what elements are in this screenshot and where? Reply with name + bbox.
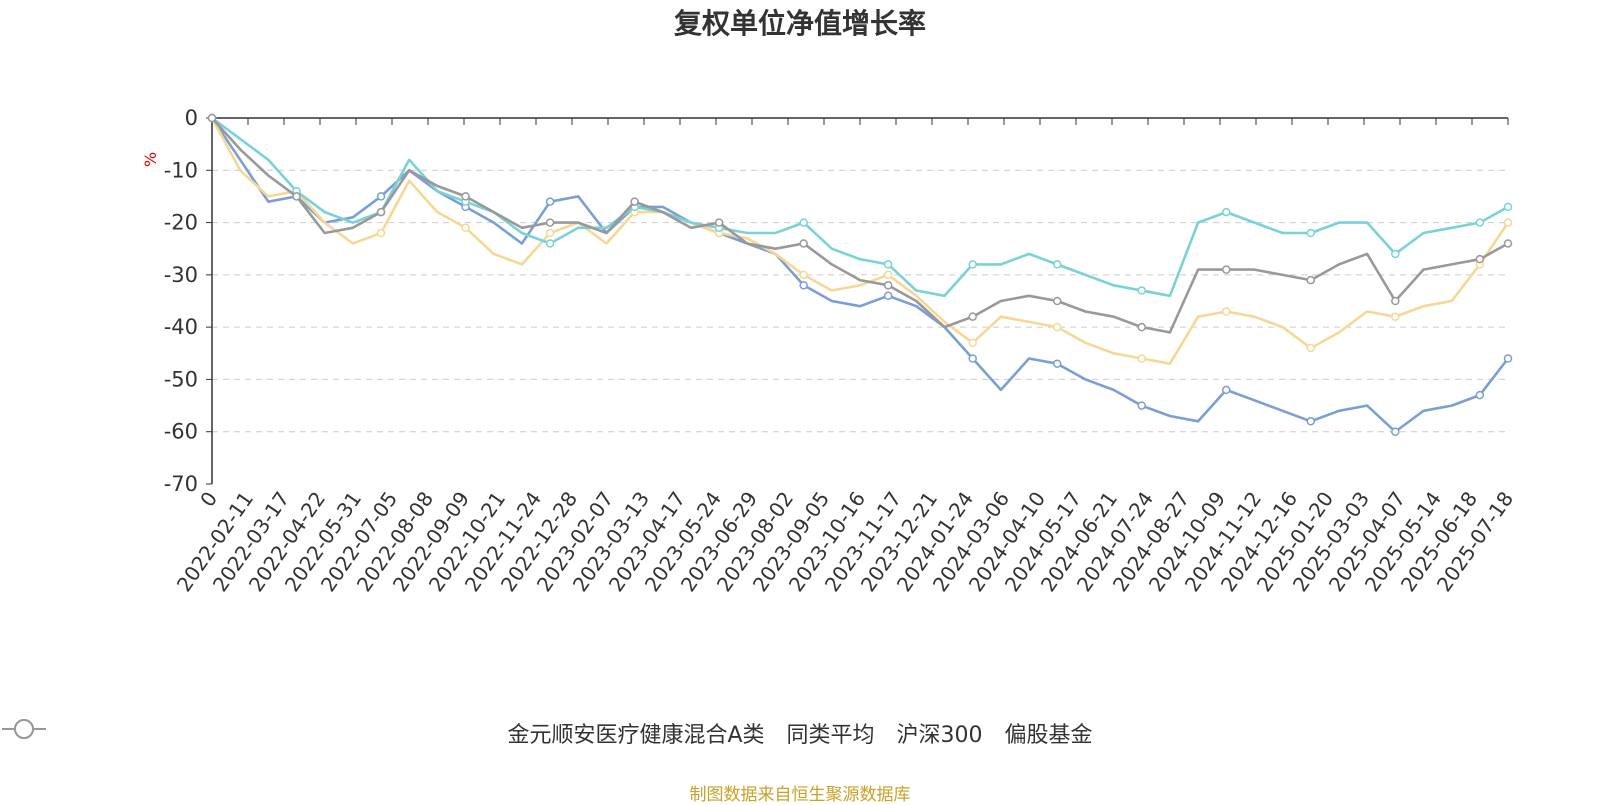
y-tick-label: -30 [164,263,198,287]
source-note: 制图数据来自恒生聚源数据库 [689,785,911,805]
x-tick-label: 0 [195,487,222,511]
series-point [1137,322,1146,332]
series-point [1222,207,1231,217]
series-point [1306,275,1316,285]
series-point [1391,427,1400,436]
legend-item[interactable]: 偏股基金 [2,717,1093,749]
series-point [545,228,555,238]
series-point [1052,296,1062,306]
series-point [883,291,893,301]
series-point [799,281,808,290]
series-point [1475,218,1485,227]
series-point [799,239,808,248]
series-point [1137,354,1146,363]
series-point [292,192,301,201]
series-point [1052,260,1062,269]
series-point [1306,343,1316,353]
series-point [968,354,977,363]
series-point [376,207,386,217]
series-point [799,270,808,280]
y-tick-label: -20 [164,211,198,235]
series-line-2 [211,116,1509,298]
y-tick-label: -60 [164,420,198,444]
series-point [968,312,977,321]
y-tick-label: -50 [164,367,198,391]
series-point [1503,354,1513,363]
series-point [545,197,555,206]
y-tick-label: -70 [164,472,198,496]
y-tick-label: 0 [185,106,198,130]
series-line-0 [210,117,1510,433]
series-point [1475,390,1485,400]
series-point [883,270,893,280]
legend-label: 同类平均 [786,723,875,748]
legend-swatch [2,719,46,739]
series-point [1391,312,1400,321]
series-line-1 [210,117,1510,365]
series-point [630,197,639,206]
series-point [376,192,386,201]
legend: 金元顺安医疗健康混合A类 同类平均 沪深300 偏股基金 [0,717,1600,749]
legend-label: 沪深300 [896,723,983,748]
series-point [1222,265,1231,274]
series-point [376,228,386,238]
series-point [1503,239,1513,248]
series-point [1503,218,1513,227]
series-point [714,218,724,227]
series-point [461,192,470,201]
series-point [1052,322,1062,332]
series-point [1306,228,1316,238]
series-point [1391,296,1400,306]
legend-item[interactable]: 金元顺安医疗健康混合A类 [2,717,765,749]
series-point [545,239,555,248]
series-point [1222,307,1231,316]
y-tick-label: -10 [164,158,198,182]
series-point [1391,249,1400,259]
series-point [1503,202,1513,212]
legend-label: 金元顺安医疗健康混合A类 [507,723,765,748]
legend-label: 偏股基金 [1004,723,1093,748]
series-point [461,223,470,233]
series-point [968,338,977,348]
series-point [968,260,977,269]
legend-item[interactable]: 沪深300 [2,717,983,749]
chart-title: 复权单位净值增长率 [673,7,926,40]
series-point [207,113,217,123]
legend-item[interactable]: 同类平均 [2,717,875,749]
series-point [1052,359,1062,368]
series-point [1222,385,1231,395]
series-point [1137,401,1146,410]
y-tick-label: -40 [164,315,198,339]
series-point [1475,254,1485,264]
series-point [1137,286,1146,295]
series-point [545,218,555,227]
series-point [883,260,893,269]
series-line-3 [211,117,1509,334]
series-point [1306,417,1316,426]
series-point [883,281,893,290]
series-point [799,218,808,227]
